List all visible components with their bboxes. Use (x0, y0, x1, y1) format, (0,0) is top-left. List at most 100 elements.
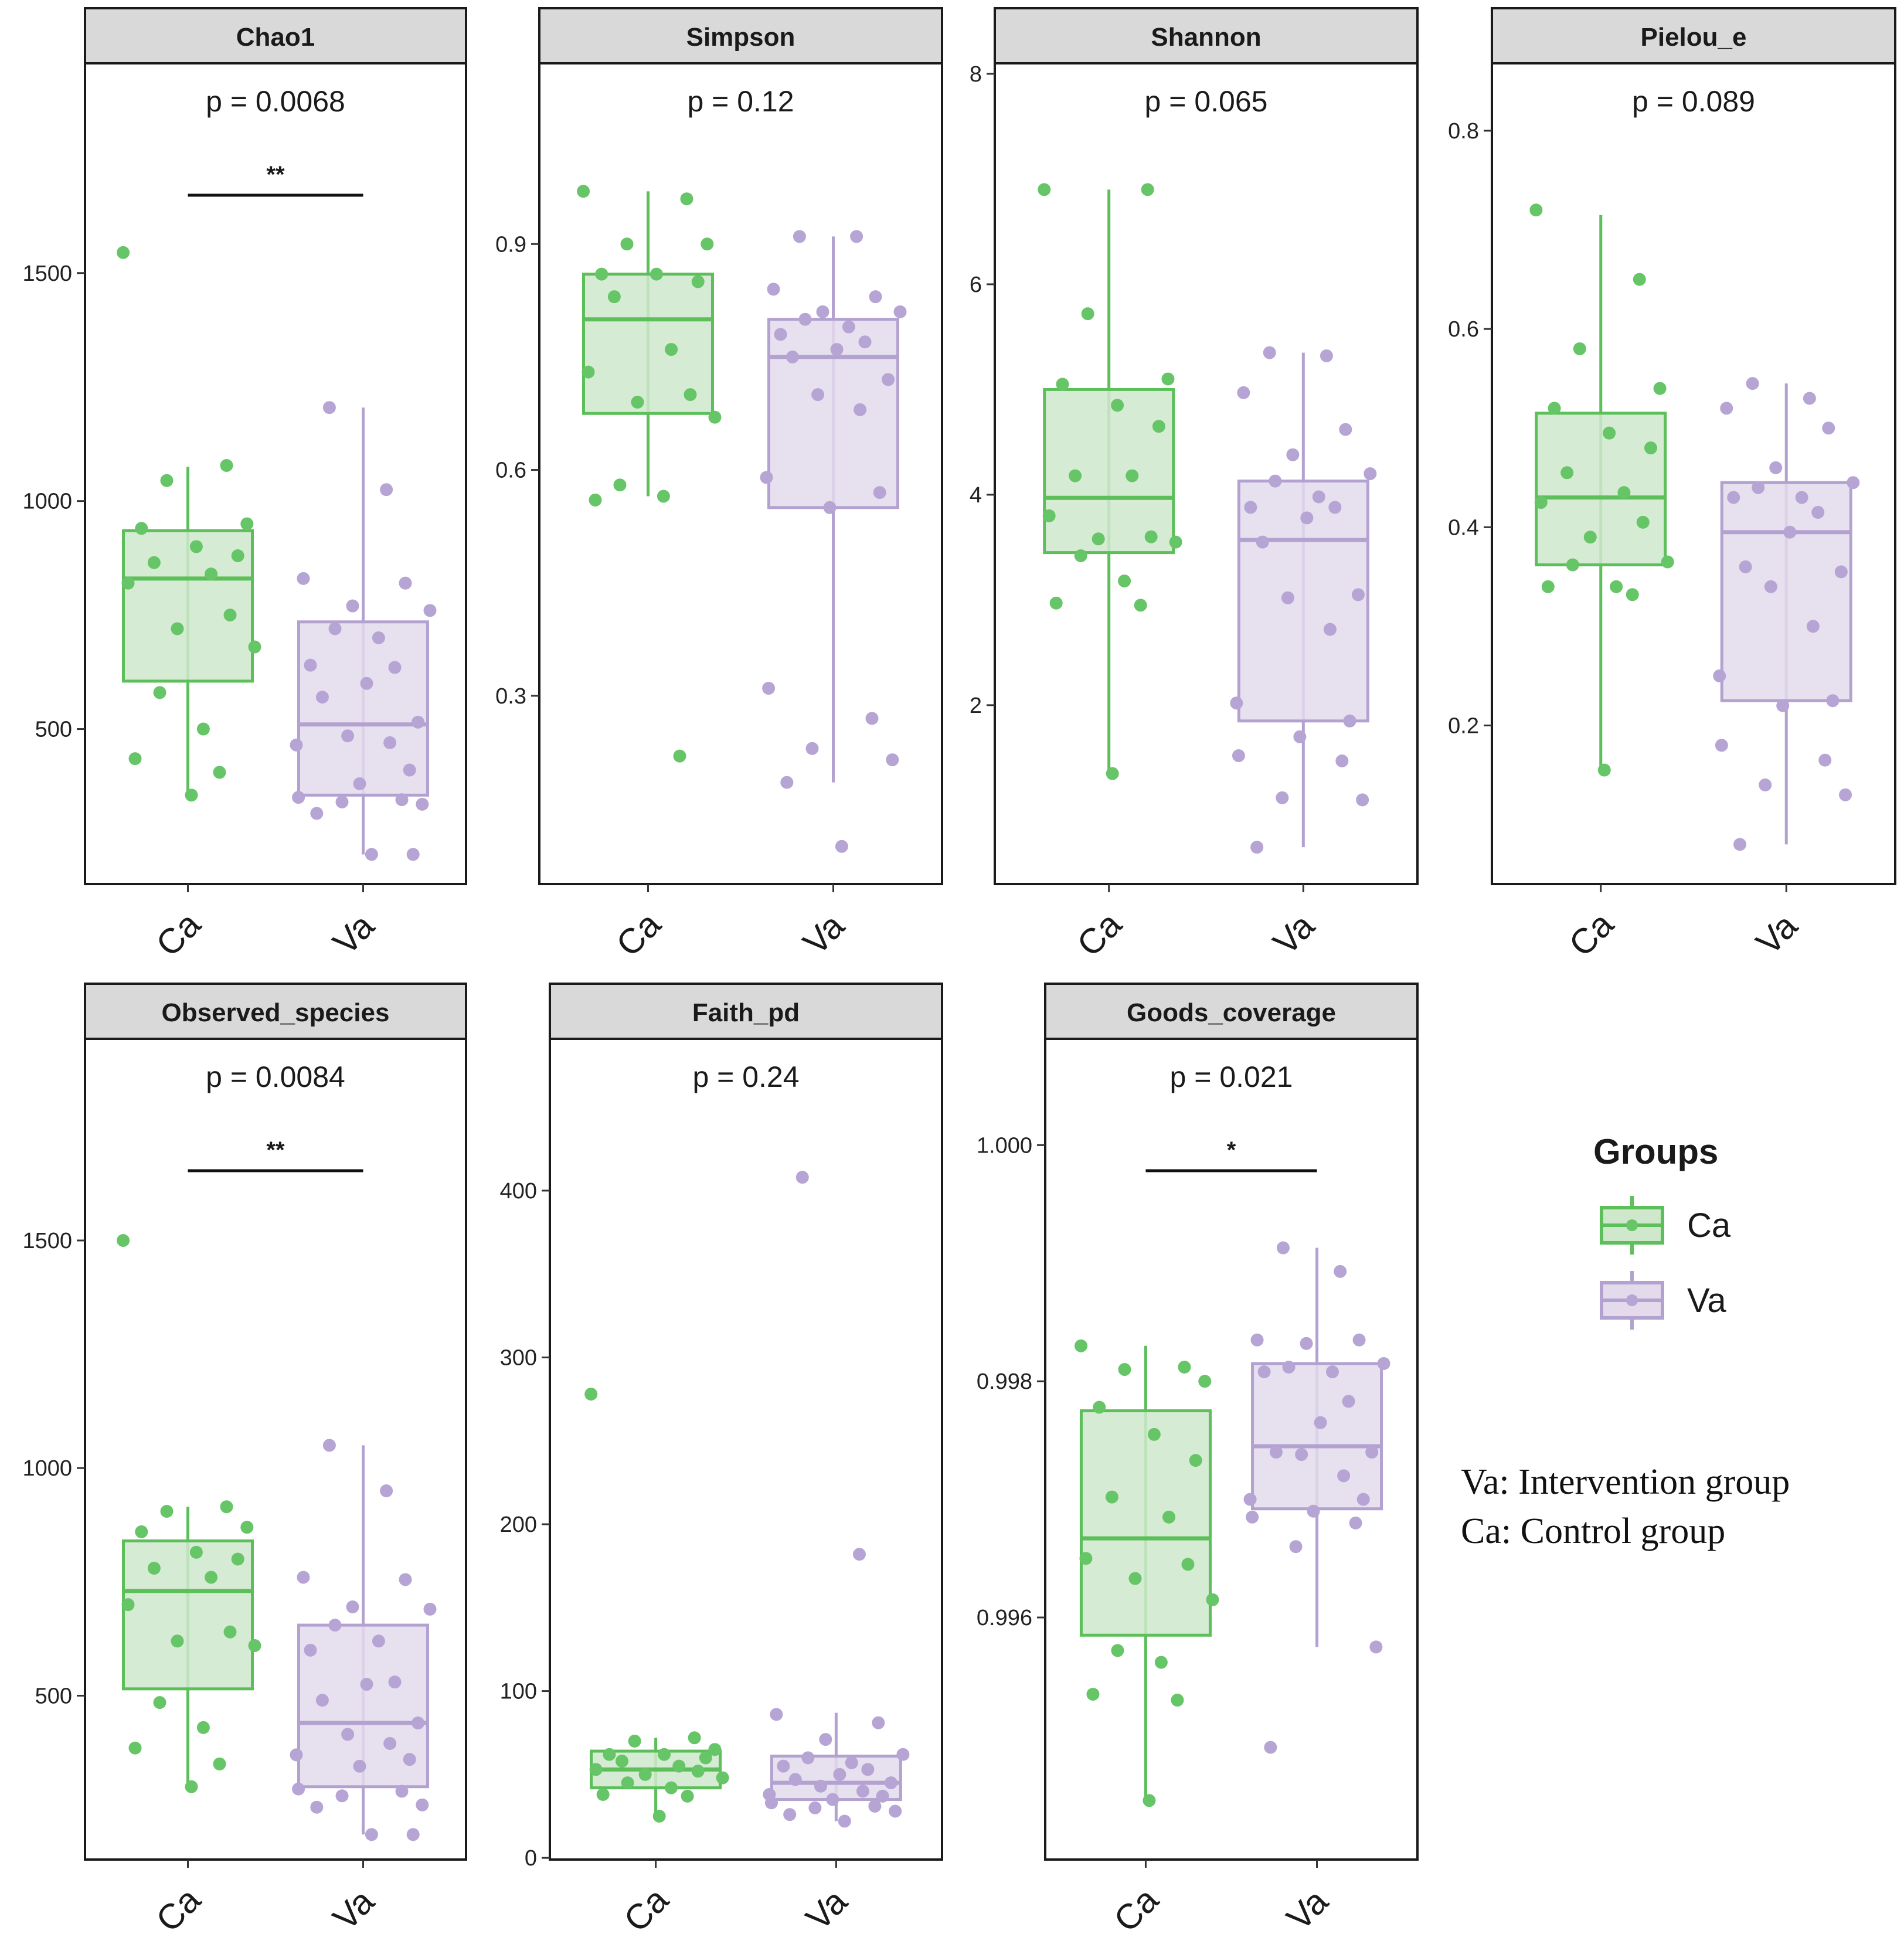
p-value-observed-species: p = 0.0084 (206, 1061, 345, 1093)
point-pielou-e-va-5 (1847, 476, 1860, 490)
p-value-chao1: p = 0.0068 (206, 85, 345, 118)
point-simpson-va-23 (835, 839, 848, 853)
panel-frame-faith-pd (549, 1038, 943, 1861)
point-simpson-ca-9 (582, 365, 595, 379)
point-goods-coverage-va-5 (1377, 1357, 1390, 1370)
strip-chao1 (84, 7, 467, 64)
point-chao1-ca-5 (189, 540, 203, 553)
point-observed-species-va-6 (328, 1619, 342, 1632)
point-shannon-va-0 (1263, 346, 1276, 359)
point-chao1-va-22 (310, 807, 324, 820)
point-observed-species-va-14 (383, 1736, 397, 1750)
point-chao1-va-12 (412, 715, 425, 729)
point-observed-species-ca-7 (147, 1562, 161, 1575)
point-chao1-ca-8 (205, 567, 218, 581)
point-faith-pd-va-17 (826, 1793, 839, 1806)
strip-title-pielou-e: Pielou_e (1641, 23, 1747, 52)
point-faith-pd-va-10 (833, 1768, 846, 1781)
point-simpson-va-15 (760, 471, 773, 484)
point-observed-species-ca-15 (128, 1741, 142, 1755)
point-shannon-va-17 (1293, 730, 1307, 743)
point-chao1-va-23 (365, 848, 378, 861)
strip-title-shannon: Shannon (1151, 23, 1261, 52)
point-shannon-va-20 (1276, 791, 1289, 804)
point-faith-pd-va-9 (861, 1763, 875, 1776)
strip-title-goods-coverage: Goods_coverage (1127, 998, 1336, 1027)
point-goods-coverage-va-19 (1349, 1516, 1362, 1529)
point-pielou-e-ca-11 (1583, 531, 1597, 544)
ytick-label-observed-species-1: 1000 (22, 1456, 72, 1481)
point-pielou-e-va-7 (1795, 491, 1808, 504)
point-chao1-va-21 (416, 797, 429, 811)
point-shannon-ca-16 (1134, 599, 1147, 612)
point-goods-coverage-ca-16 (1171, 1694, 1184, 1707)
point-simpson-va-18 (762, 682, 776, 695)
point-shannon-va-11 (1256, 535, 1269, 549)
point-simpson-va-11 (786, 350, 799, 363)
point-observed-species-ca-10 (223, 1625, 237, 1639)
point-simpson-ca-12 (708, 410, 722, 424)
point-observed-species-ca-11 (171, 1634, 184, 1648)
point-shannon-ca-13 (1074, 549, 1087, 562)
significance-stars-chao1: ** (266, 162, 285, 188)
point-shannon-ca-17 (1106, 767, 1119, 780)
point-shannon-ca-8 (1126, 469, 1139, 482)
point-shannon-va-21 (1356, 793, 1369, 807)
point-pielou-e-ca-14 (1610, 580, 1623, 593)
point-shannon-va-9 (1328, 501, 1342, 514)
point-simpson-va-7 (842, 320, 855, 334)
point-faith-pd-va-19 (868, 1799, 882, 1813)
point-goods-coverage-va-1 (1334, 1265, 1347, 1278)
point-chao1-va-20 (335, 796, 349, 808)
legend-label-ca: Ca (1687, 1206, 1731, 1245)
point-simpson-va-6 (798, 312, 812, 326)
point-observed-species-ca-4 (135, 1525, 148, 1538)
point-goods-coverage-ca-4 (1093, 1401, 1106, 1414)
point-shannon-va-10 (1300, 511, 1314, 525)
point-goods-coverage-va-12 (1365, 1446, 1379, 1459)
point-chao1-ca-13 (153, 686, 166, 699)
strip-observed-species (84, 983, 467, 1040)
point-goods-coverage-ca-9 (1079, 1552, 1093, 1565)
point-shannon-ca-14 (1118, 575, 1131, 588)
point-observed-species-va-7 (372, 1634, 385, 1648)
point-goods-coverage-va-0 (1276, 1241, 1290, 1255)
point-chao1-ca-12 (248, 640, 261, 654)
point-pielou-e-ca-17 (1597, 763, 1611, 777)
point-pielou-e-va-2 (1720, 402, 1733, 415)
point-chao1-va-11 (315, 691, 329, 704)
point-faith-pd-ca-14 (665, 1781, 678, 1794)
ytick-label-chao1-1: 1000 (22, 490, 72, 514)
legend-title: Groups (1593, 1132, 1718, 1171)
point-faith-pd-ca-13 (621, 1776, 634, 1790)
point-simpson-va-17 (823, 501, 837, 514)
point-observed-species-va-24 (406, 1828, 420, 1841)
point-simpson-va-16 (873, 486, 886, 499)
point-shannon-va-19 (1335, 754, 1349, 767)
point-pielou-e-ca-7 (1560, 466, 1574, 480)
point-simpson-va-2 (767, 283, 780, 296)
point-goods-coverage-va-10 (1314, 1416, 1327, 1429)
point-shannon-ca-9 (1042, 509, 1056, 522)
point-pielou-e-va-14 (1806, 620, 1820, 633)
point-goods-coverage-ca-1 (1178, 1361, 1191, 1374)
point-faith-pd-ca-10 (691, 1765, 705, 1778)
point-faith-pd-ca-7 (616, 1755, 629, 1768)
point-faith-pd-va-4 (819, 1733, 832, 1746)
point-goods-coverage-va-16 (1356, 1493, 1370, 1506)
point-faith-pd-va-12 (884, 1776, 897, 1790)
point-observed-species-ca-16 (213, 1757, 226, 1770)
point-goods-coverage-va-6 (1282, 1361, 1296, 1374)
point-chao1-va-19 (395, 793, 409, 807)
point-simpson-ca-11 (631, 395, 644, 409)
point-goods-coverage-ca-14 (1154, 1656, 1168, 1669)
strip-simpson (538, 7, 943, 64)
point-faith-pd-va-7 (845, 1756, 858, 1769)
point-shannon-ca-2 (1081, 307, 1094, 321)
point-faith-pd-ca-11 (638, 1768, 652, 1781)
legend-ca-point (1626, 1219, 1638, 1231)
point-simpson-va-22 (780, 776, 794, 789)
point-faith-pd-va-21 (889, 1804, 902, 1818)
